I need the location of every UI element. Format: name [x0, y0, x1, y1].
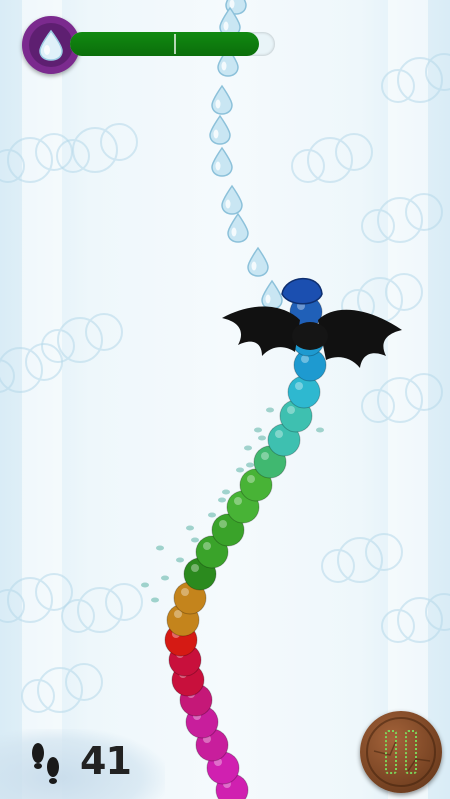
splash-particle — [236, 467, 244, 473]
worm-segment — [211, 513, 245, 547]
energy-bar — [70, 32, 275, 56]
worm-segment — [287, 375, 321, 409]
worm-highlight — [275, 430, 283, 438]
splash-particle — [151, 597, 159, 603]
splash-particle — [222, 489, 230, 495]
water-drop-icon — [211, 84, 233, 115]
cloud — [381, 593, 450, 643]
steps-count: 41 — [80, 739, 132, 783]
cloud — [291, 133, 373, 183]
water-drop-icon — [221, 184, 243, 215]
worm-highlight — [174, 610, 182, 618]
worm-highlight — [301, 355, 309, 363]
cloud — [361, 193, 443, 243]
splash-particle — [246, 462, 254, 468]
energy-fill — [70, 32, 259, 56]
worm-highlight — [247, 475, 255, 483]
energy-divider — [174, 34, 176, 54]
worm-highlight — [295, 382, 303, 390]
worm-highlight — [191, 564, 199, 572]
cloud — [21, 663, 103, 713]
water-drop-icon — [39, 29, 63, 61]
water-drops — [209, 0, 283, 310]
splash-particle — [208, 512, 216, 518]
steps-panel: 41 — [0, 729, 165, 799]
worm-highlight — [287, 406, 295, 414]
water-drop-icon — [227, 212, 249, 243]
cloud — [0, 133, 73, 183]
pause-button-ring — [366, 717, 436, 787]
water-drop-icon — [247, 246, 269, 277]
pause-button[interactable] — [360, 711, 442, 793]
water-drop-icon — [217, 46, 239, 77]
splash-particle — [316, 427, 324, 433]
bat-icon — [222, 306, 402, 368]
splash-particle — [141, 582, 149, 588]
splash-particles — [141, 407, 324, 603]
splash-particle — [161, 575, 169, 581]
worm-highlight — [203, 542, 211, 550]
worm-highlight — [219, 520, 227, 528]
pause-icon — [373, 730, 431, 774]
cloud — [0, 573, 73, 623]
worm — [164, 277, 327, 799]
cloud — [41, 313, 123, 363]
worm-highlight — [234, 497, 242, 505]
worm-head — [281, 277, 323, 305]
splash-particle — [156, 545, 164, 551]
splash-particle — [244, 445, 252, 451]
cloud — [56, 123, 138, 173]
cloud — [0, 343, 63, 393]
cloud — [321, 533, 403, 583]
worm-highlight — [181, 588, 189, 596]
worm-highlight — [261, 452, 269, 460]
splash-particle — [176, 557, 184, 563]
cloud — [361, 373, 443, 423]
footprints-icon — [32, 743, 59, 784]
cloud — [381, 53, 450, 103]
splash-particle — [258, 435, 266, 441]
splash-particle — [191, 537, 199, 543]
splash-particle — [186, 525, 194, 531]
clouds — [0, 53, 450, 713]
worm-segment — [195, 535, 229, 569]
water-drop-icon — [261, 279, 283, 310]
cloud — [61, 583, 143, 633]
water-drop-icon — [211, 146, 233, 177]
water-drop-icon — [209, 114, 231, 145]
splash-particle — [254, 427, 262, 433]
splash-particle — [266, 407, 274, 413]
splash-particle — [218, 497, 226, 503]
